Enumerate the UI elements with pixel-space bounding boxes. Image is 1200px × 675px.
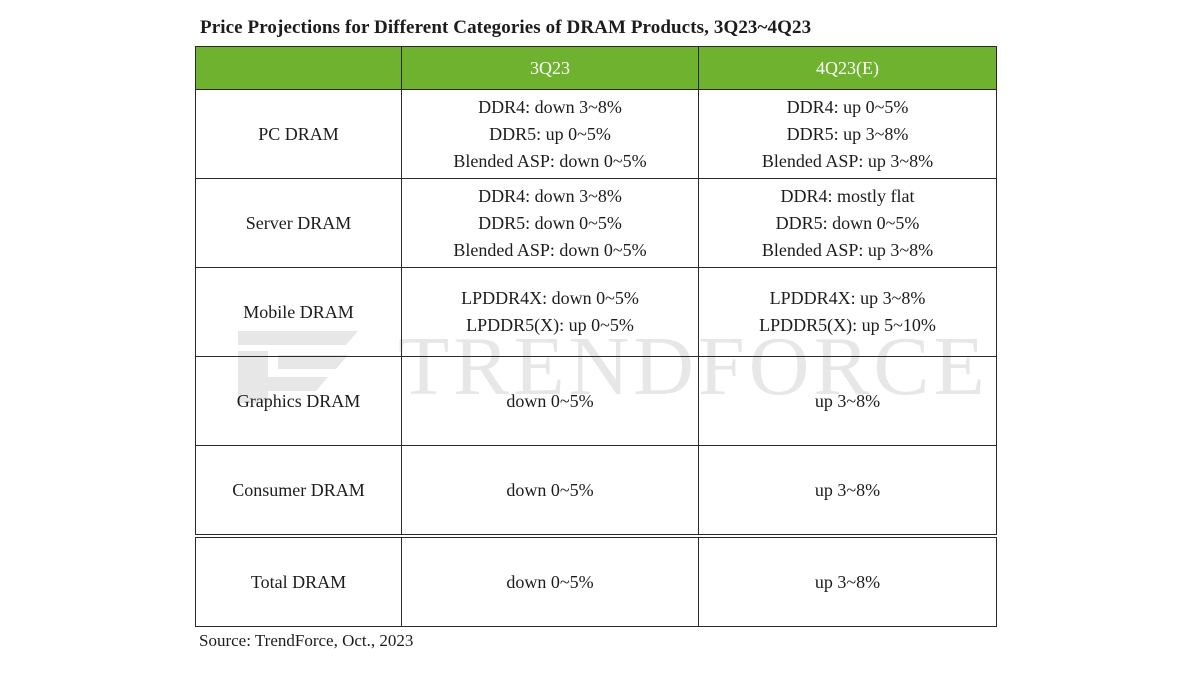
table-row: Mobile DRAM LPDDR4X: down 0~5% LPDDR5(X): …	[195, 267, 997, 357]
projection-line: LPDDR5(X): up 0~5%	[466, 315, 634, 335]
category-cell: Total DRAM	[195, 534, 402, 627]
projection-line: down 0~5%	[506, 479, 594, 500]
projection-line: up 3~8%	[814, 571, 881, 592]
projection-line: DDR4: up 0~5%	[786, 96, 909, 117]
projection-line: LPDDR4X: up 3~8%	[769, 288, 926, 308]
projection-line: LPDDR5(X): up 5~10%	[759, 315, 936, 335]
category-cell: Graphics DRAM	[195, 356, 402, 446]
projection-line: DDR4: mostly flat	[780, 185, 915, 206]
projection-line: DDR5: up 0~5%	[489, 123, 611, 144]
projection-line: LPDDR4X: down 0~5%	[461, 288, 639, 308]
value-cell-3q23: LPDDR4X: down 0~5% LPDDR5(X): up 0~5%	[401, 267, 699, 357]
value-cell-4q23: up 3~8%	[698, 356, 997, 446]
table-row: Consumer DRAM down 0~5% up 3~8%	[195, 445, 997, 537]
table-row: PC DRAM DDR4: down 3~8% DDR5: up 0~5% Blend…	[195, 89, 997, 179]
projection-line: down 0~5%	[506, 571, 594, 592]
projection-line: Blended ASP: up 3~8%	[761, 150, 934, 171]
projection-line: DDR5: down 0~5%	[775, 212, 920, 233]
category-cell: Server DRAM	[195, 178, 402, 268]
chart-title: Price Projections for Different Categori…	[200, 17, 812, 38]
value-cell-4q23: up 3~8%	[698, 445, 997, 537]
header-cell-3q23: 3Q23	[401, 46, 699, 90]
value-cell-3q23: DDR4: down 3~8% DDR5: up 0~5% Blended ASP:…	[401, 89, 699, 179]
table-row: Server DRAM DDR4: down 3~8% DDR5: down 0~5…	[195, 178, 997, 268]
value-cell-3q23: down 0~5%	[401, 534, 699, 627]
header-cell-blank	[195, 46, 402, 90]
projection-line: up 3~8%	[814, 479, 881, 500]
projection-line: down 0~5%	[506, 390, 594, 411]
value-cell-3q23: down 0~5%	[401, 445, 699, 537]
value-cell-4q23: up 3~8%	[698, 534, 997, 627]
value-cell-4q23: LPDDR4X: up 3~8% LPDDR5(X): up 5~10%	[698, 267, 997, 357]
table-row: Graphics DRAM down 0~5% up 3~8%	[195, 356, 997, 446]
projection-line: DDR4: down 3~8%	[478, 96, 622, 117]
value-cell-4q23: DDR4: up 0~5% DDR5: up 3~8% Blended ASP: u…	[698, 89, 997, 179]
projection-line: up 3~8%	[814, 390, 881, 411]
category-cell: Mobile DRAM	[195, 267, 402, 357]
category-cell: Consumer DRAM	[195, 445, 402, 537]
projection-line: DDR4: down 3~8%	[478, 185, 622, 206]
value-cell-4q23: DDR4: mostly flat DDR5: down 0~5% Blended …	[698, 178, 997, 268]
projection-line: Blended ASP: up 3~8%	[761, 239, 934, 260]
projection-line: Blended ASP: down 0~5%	[453, 150, 647, 171]
source-note: Source: TrendForce, Oct., 2023	[199, 631, 414, 650]
table-row: Total DRAM down 0~5% up 3~8%	[195, 534, 997, 627]
table-body: PC DRAM DDR4: down 3~8% DDR5: up 0~5% Blend…	[195, 89, 997, 627]
price-projection-table: 3Q23 4Q23(E) PC DRAM DDR4: down 3~8% DDR5:…	[195, 46, 997, 627]
header-cell-4q23: 4Q23(E)	[698, 46, 997, 90]
value-cell-3q23: DDR4: down 3~8% DDR5: down 0~5% Blended AS…	[401, 178, 699, 268]
projection-line: DDR5: down 0~5%	[478, 212, 622, 233]
category-cell: PC DRAM	[195, 89, 402, 179]
value-cell-3q23: down 0~5%	[401, 356, 699, 446]
projection-line: Blended ASP: down 0~5%	[453, 239, 647, 260]
header-row: 3Q23 4Q23(E)	[195, 46, 997, 90]
projection-line: DDR5: up 3~8%	[786, 123, 909, 144]
